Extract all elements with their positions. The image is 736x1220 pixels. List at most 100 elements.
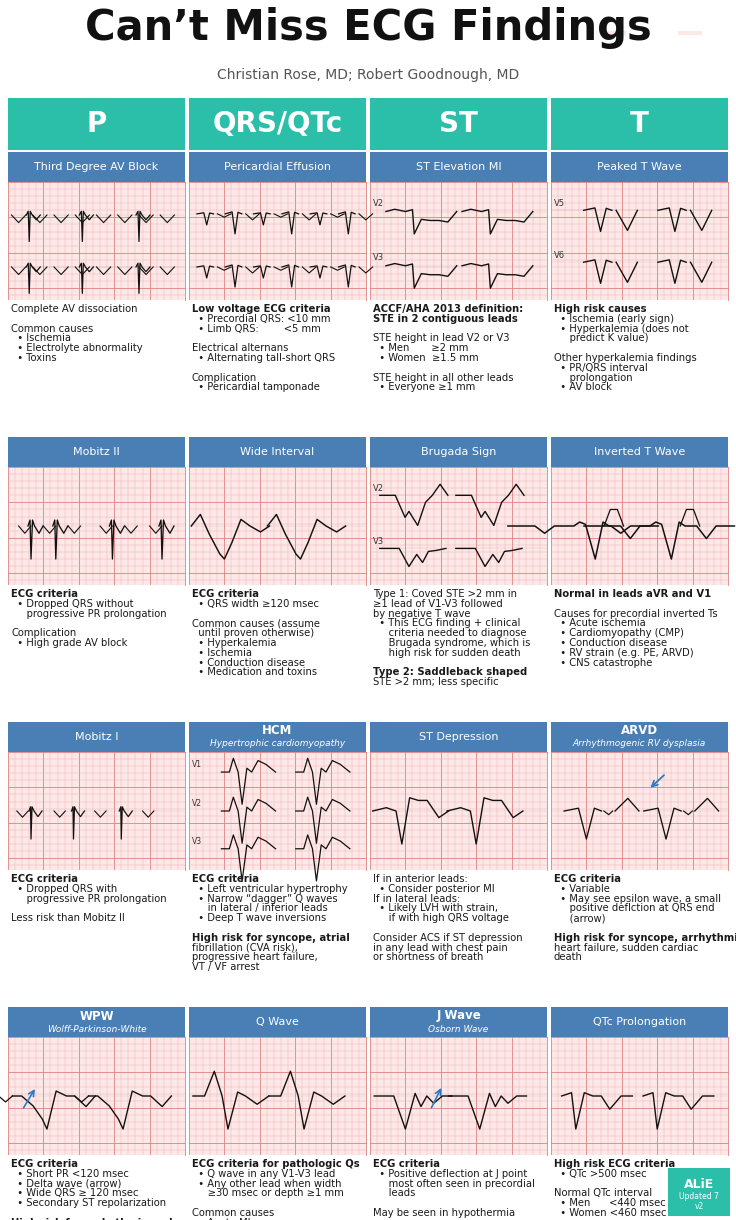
Bar	[8, 1006, 185, 1037]
Bar	[189, 752, 366, 870]
Text: STE in 2 contiguous leads: STE in 2 contiguous leads	[373, 314, 517, 323]
Text: STE height in lead V2 or V3: STE height in lead V2 or V3	[373, 333, 509, 343]
Text: • Electrolyte abnormality: • Electrolyte abnormality	[11, 343, 143, 354]
Bar	[370, 870, 547, 1003]
Text: High risk for arrhythmia and: High risk for arrhythmia and	[11, 1218, 173, 1220]
Text: • Secondary ST repolarization: • Secondary ST repolarization	[11, 1198, 166, 1208]
Text: • AV block: • AV block	[554, 382, 612, 393]
Text: • Women <460 msec: • Women <460 msec	[554, 1208, 667, 1218]
Bar	[8, 152, 185, 182]
Text: Third Degree AV Block: Third Degree AV Block	[35, 162, 159, 172]
Text: Pericardial Effusion: Pericardial Effusion	[224, 162, 331, 172]
Text: If in anterior leads:: If in anterior leads:	[373, 874, 468, 884]
Bar	[189, 1155, 366, 1220]
Text: ACCF/AHA 2013 definition:: ACCF/AHA 2013 definition:	[373, 304, 523, 314]
Bar	[8, 1155, 185, 1220]
Text: leads: leads	[373, 1188, 415, 1198]
Text: STE >2 mm; less specific: STE >2 mm; less specific	[373, 677, 498, 687]
Text: • May see epsilon wave, a small: • May see epsilon wave, a small	[554, 893, 721, 904]
Text: positive deflction at QRS end: positive deflction at QRS end	[554, 903, 715, 914]
Text: Other hyperkalemia findings: Other hyperkalemia findings	[554, 353, 697, 364]
Text: High risk for syncope, atrial: High risk for syncope, atrial	[192, 933, 350, 943]
Text: ECG criteria: ECG criteria	[192, 874, 259, 884]
Text: Mobitz I: Mobitz I	[75, 732, 118, 742]
Text: Hypertrophic cardiomyopathy: Hypertrophic cardiomyopathy	[210, 739, 345, 749]
Bar	[189, 722, 366, 752]
Bar	[551, 586, 728, 719]
Text: QTc Prolongation: QTc Prolongation	[593, 1017, 686, 1027]
Bar	[8, 870, 185, 1003]
Text: • Consider posterior MI: • Consider posterior MI	[373, 883, 495, 894]
Bar	[8, 752, 185, 870]
Text: • CNS catastrophe: • CNS catastrophe	[554, 658, 652, 667]
Text: • Likely LVH with strain,: • Likely LVH with strain,	[373, 903, 498, 914]
Text: criteria needed to diagnose: criteria needed to diagnose	[373, 628, 526, 638]
Bar	[370, 752, 547, 870]
Text: Brugada Sign: Brugada Sign	[421, 447, 496, 458]
Text: • Cardiomyopathy (CMP): • Cardiomyopathy (CMP)	[554, 628, 684, 638]
Text: Q Wave: Q Wave	[256, 1017, 299, 1027]
Bar	[8, 182, 185, 300]
Text: progressive PR prolongation: progressive PR prolongation	[11, 609, 166, 619]
Text: v2: v2	[694, 1202, 704, 1211]
Text: • QTc >500 msec: • QTc >500 msec	[554, 1169, 647, 1179]
Text: Christian Rose, MD; Robert Goodnough, MD: Christian Rose, MD; Robert Goodnough, MD	[217, 68, 519, 82]
Bar	[189, 182, 366, 300]
Bar	[8, 467, 185, 586]
Text: V6: V6	[554, 250, 565, 260]
Bar	[189, 152, 366, 182]
Text: • Men       ≥2 mm: • Men ≥2 mm	[373, 343, 468, 354]
Text: V5: V5	[554, 199, 565, 207]
Text: If in lateral leads:: If in lateral leads:	[373, 893, 460, 904]
Text: Wolff-Parkinson-White: Wolff-Parkinson-White	[46, 1025, 146, 1033]
Bar	[8, 586, 185, 719]
Text: • Alternating tall-short QRS: • Alternating tall-short QRS	[192, 353, 335, 364]
Bar	[189, 1037, 366, 1155]
Text: V2: V2	[373, 483, 384, 493]
Text: • Women  ≥1.5 mm: • Women ≥1.5 mm	[373, 353, 478, 364]
Text: Complication: Complication	[192, 372, 258, 383]
Text: • Conduction disease: • Conduction disease	[192, 658, 305, 667]
Text: ≥30 msec or depth ≥1 mm: ≥30 msec or depth ≥1 mm	[192, 1188, 344, 1198]
Text: • Left ventricular hypertrophy: • Left ventricular hypertrophy	[192, 883, 347, 894]
Text: • Dropped QRS with: • Dropped QRS with	[11, 883, 117, 894]
Text: ECG criteria: ECG criteria	[11, 874, 78, 884]
Text: Complication: Complication	[11, 628, 77, 638]
Text: WPW: WPW	[79, 1009, 114, 1022]
Text: QRS/QTc: QRS/QTc	[213, 110, 343, 138]
Bar	[189, 300, 366, 433]
Text: ECG criteria for pathologic Qs: ECG criteria for pathologic Qs	[192, 1159, 360, 1169]
Bar	[370, 182, 547, 300]
Text: May be seen in hypothermia: May be seen in hypothermia	[373, 1208, 515, 1218]
Bar	[370, 300, 547, 433]
Text: Less risk than Mobitz II: Less risk than Mobitz II	[11, 914, 124, 924]
Text: • Pericardial tamponade: • Pericardial tamponade	[192, 382, 320, 393]
Text: if with high QRS voltage: if with high QRS voltage	[373, 914, 509, 924]
Text: Causes for precordial inverted Ts: Causes for precordial inverted Ts	[554, 609, 718, 619]
Bar	[551, 182, 728, 300]
Text: • High grade AV block: • High grade AV block	[11, 638, 127, 648]
Text: • Acute MI: • Acute MI	[192, 1218, 250, 1220]
Text: in any lead with chest pain: in any lead with chest pain	[373, 943, 508, 953]
Text: • Ischemia: • Ischemia	[192, 648, 252, 658]
Bar	[551, 722, 728, 752]
Text: high risk for sudden death: high risk for sudden death	[373, 648, 520, 658]
Text: VT / VF arrest: VT / VF arrest	[192, 963, 260, 972]
Bar	[370, 1037, 547, 1155]
Bar	[189, 586, 366, 719]
Bar	[370, 152, 547, 182]
Text: Peaked T Wave: Peaked T Wave	[597, 162, 682, 172]
Bar	[370, 98, 547, 150]
Text: • QRS width ≥120 msec: • QRS width ≥120 msec	[192, 599, 319, 609]
Bar	[8, 300, 185, 433]
Bar	[189, 437, 366, 467]
Text: V3: V3	[192, 837, 202, 845]
Text: High risk ECG criteria: High risk ECG criteria	[554, 1159, 675, 1169]
Text: • RV strain (e.g. PE, ARVD): • RV strain (e.g. PE, ARVD)	[554, 648, 693, 658]
Text: • Everyone ≥1 mm: • Everyone ≥1 mm	[373, 382, 475, 393]
Text: • Delta wave (arrow): • Delta wave (arrow)	[11, 1179, 121, 1188]
Bar	[370, 586, 547, 719]
Text: High risk for syncope, arrhythmia,: High risk for syncope, arrhythmia,	[554, 933, 736, 943]
Text: T: T	[630, 110, 649, 138]
Text: ARVD: ARVD	[621, 725, 658, 738]
